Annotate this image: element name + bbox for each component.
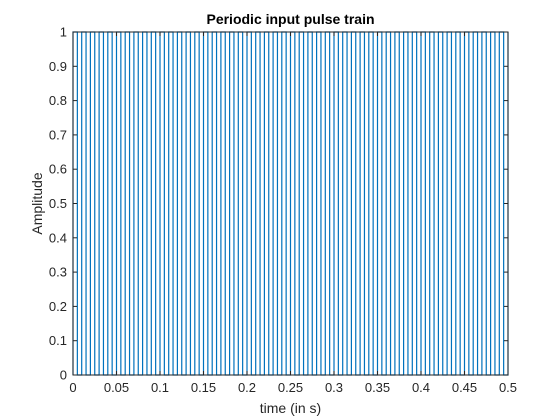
plot-area <box>72 31 509 376</box>
y-tick-label: 0.4 <box>49 230 67 245</box>
chart-title: Periodic input pulse train <box>206 11 374 27</box>
x-tick-label: 0.15 <box>191 380 216 395</box>
y-tick-label: 0.3 <box>49 265 67 280</box>
x-tick-label: 0.2 <box>238 380 256 395</box>
y-tick-label: 0.7 <box>49 127 67 142</box>
x-axis-label: time (in s) <box>260 400 321 416</box>
y-tick-label: 0 <box>60 368 67 383</box>
y-tick-label: 0.6 <box>49 162 67 177</box>
y-axis-label: Amplitude <box>29 172 45 234</box>
y-tick-label: 0.8 <box>49 93 67 108</box>
x-tick-label: 0 <box>69 380 76 395</box>
y-tick-label: 0.5 <box>49 196 67 211</box>
x-tick-label: 0.4 <box>412 380 430 395</box>
x-tick-label: 0.05 <box>104 380 129 395</box>
x-tick-label: 0.25 <box>278 380 303 395</box>
x-tick-label: 0.1 <box>151 380 169 395</box>
x-tick-label: 0.3 <box>325 380 343 395</box>
series-line-pulse-train <box>72 31 509 376</box>
x-tick-label: 0.45 <box>452 380 477 395</box>
y-tick-label: 0.9 <box>49 59 67 74</box>
y-tick-label: 0.1 <box>49 333 67 348</box>
y-tick-label: 1 <box>60 25 67 40</box>
x-tick-label: 0.5 <box>499 380 517 395</box>
axes: 0 0.05 0.1 0.15 0.2 0.25 0.3 0.35 0.4 0.45 0.5 0 0.1… <box>49 25 517 396</box>
y-tick-label: 0.2 <box>49 299 67 314</box>
x-tick-label: 0.35 <box>365 380 390 395</box>
